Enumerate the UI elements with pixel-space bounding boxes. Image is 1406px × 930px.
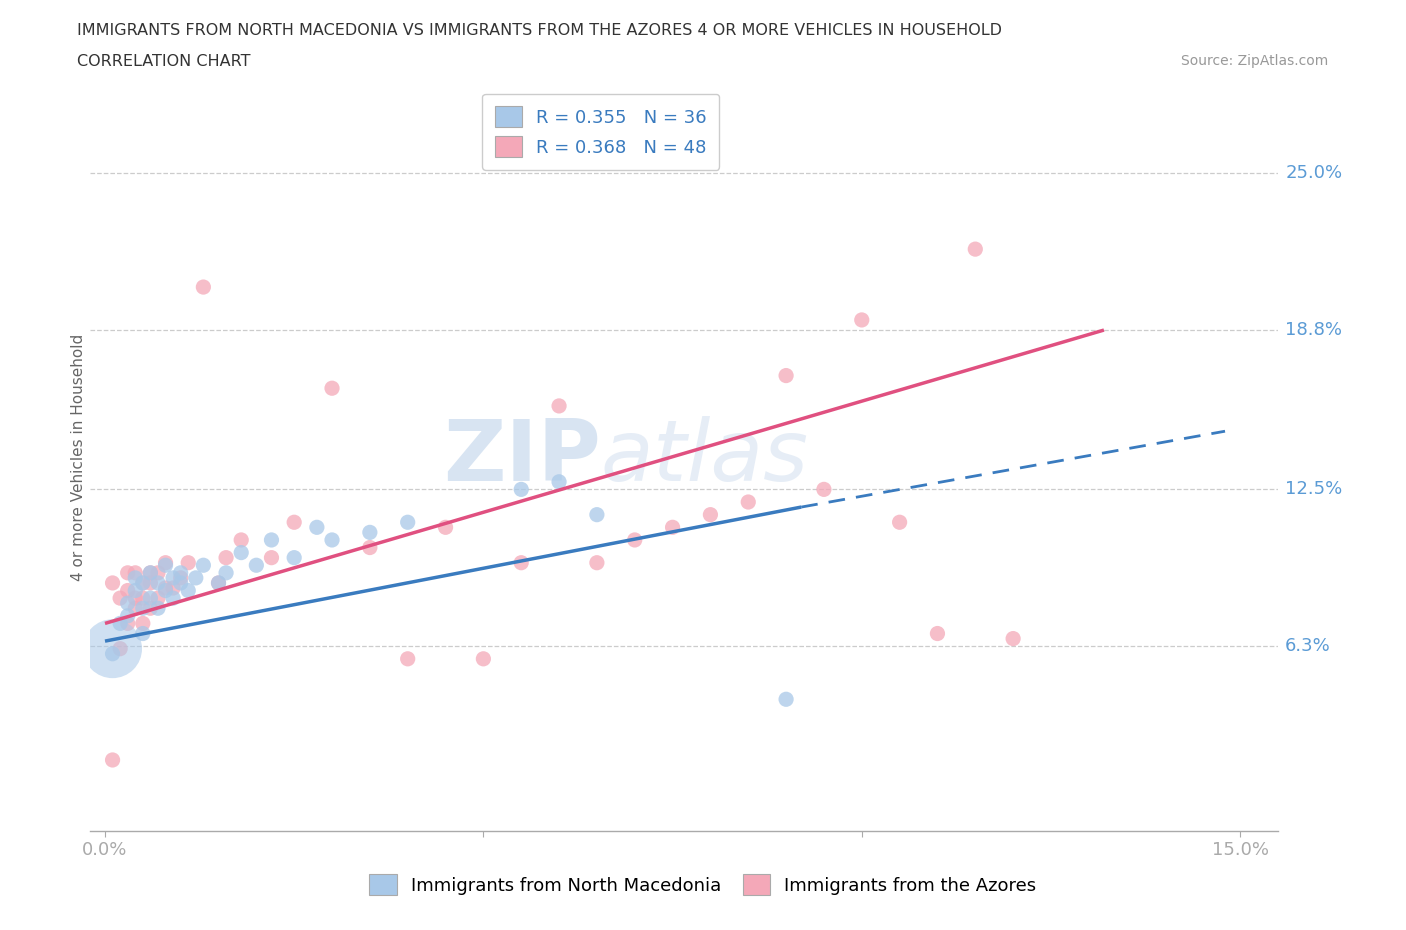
Point xyxy=(139,591,162,605)
Point xyxy=(124,570,146,585)
Point xyxy=(177,555,200,570)
Point xyxy=(169,576,191,591)
Point xyxy=(699,507,721,522)
Point xyxy=(321,533,343,548)
Point xyxy=(108,616,131,631)
Point xyxy=(586,555,609,570)
Point xyxy=(586,507,609,522)
Point xyxy=(851,312,873,327)
Point xyxy=(510,482,533,497)
Point xyxy=(321,380,343,395)
Point xyxy=(146,601,169,616)
Point xyxy=(101,752,124,767)
Point xyxy=(775,692,797,707)
Point xyxy=(132,616,155,631)
Point xyxy=(169,565,191,580)
Point xyxy=(472,651,495,666)
Point xyxy=(661,520,683,535)
Text: 25.0%: 25.0% xyxy=(1285,165,1343,182)
Point xyxy=(193,558,215,573)
Point xyxy=(124,601,146,616)
Legend: R = 0.355   N = 36, R = 0.368   N = 48: R = 0.355 N = 36, R = 0.368 N = 48 xyxy=(482,94,720,170)
Text: 12.5%: 12.5% xyxy=(1285,481,1343,498)
Point xyxy=(139,565,162,580)
Point xyxy=(124,583,146,598)
Point xyxy=(775,368,797,383)
Point xyxy=(965,242,987,257)
Point xyxy=(124,565,146,580)
Point xyxy=(146,591,169,605)
Point xyxy=(207,576,229,591)
Point xyxy=(231,533,253,548)
Point xyxy=(260,551,283,565)
Point xyxy=(132,576,155,591)
Text: 18.8%: 18.8% xyxy=(1285,321,1343,339)
Point xyxy=(359,540,381,555)
Point xyxy=(117,583,139,598)
Point xyxy=(139,576,162,591)
Point xyxy=(155,555,177,570)
Point xyxy=(1002,631,1025,646)
Point xyxy=(117,616,139,631)
Point xyxy=(101,642,124,657)
Point xyxy=(162,580,184,595)
Point xyxy=(108,591,131,605)
Point xyxy=(283,515,305,530)
Point xyxy=(155,558,177,573)
Point xyxy=(193,280,215,295)
Legend: Immigrants from North Macedonia, Immigrants from the Azores: Immigrants from North Macedonia, Immigra… xyxy=(360,865,1046,904)
Point xyxy=(155,583,177,598)
Point xyxy=(215,565,238,580)
Point xyxy=(162,591,184,605)
Point xyxy=(132,601,155,616)
Point xyxy=(146,576,169,591)
Point xyxy=(510,555,533,570)
Point xyxy=(245,558,267,573)
Point xyxy=(215,551,238,565)
Point xyxy=(623,533,645,548)
Point xyxy=(434,520,457,535)
Point xyxy=(283,551,305,565)
Point xyxy=(396,651,419,666)
Point xyxy=(813,482,835,497)
Point xyxy=(359,525,381,539)
Point xyxy=(548,398,571,413)
Point xyxy=(260,533,283,548)
Point xyxy=(139,601,162,616)
Point xyxy=(132,591,155,605)
Point xyxy=(108,642,131,657)
Point xyxy=(305,520,328,535)
Text: CORRELATION CHART: CORRELATION CHART xyxy=(77,54,250,69)
Point xyxy=(117,596,139,611)
Point xyxy=(146,565,169,580)
Point xyxy=(927,626,949,641)
Point xyxy=(177,583,200,598)
Point xyxy=(132,626,155,641)
Point xyxy=(231,545,253,560)
Point xyxy=(101,646,124,661)
Point xyxy=(396,515,419,530)
Text: atlas: atlas xyxy=(600,417,808,499)
Point xyxy=(169,570,191,585)
Text: ZIP: ZIP xyxy=(443,417,600,499)
Text: IMMIGRANTS FROM NORTH MACEDONIA VS IMMIGRANTS FROM THE AZORES 4 OR MORE VEHICLES: IMMIGRANTS FROM NORTH MACEDONIA VS IMMIG… xyxy=(77,23,1002,38)
Point xyxy=(139,565,162,580)
Point xyxy=(737,495,759,510)
Point xyxy=(124,591,146,605)
Point xyxy=(184,570,207,585)
Point xyxy=(117,565,139,580)
Text: 6.3%: 6.3% xyxy=(1285,637,1331,655)
Point xyxy=(889,515,911,530)
Point xyxy=(162,570,184,585)
Point xyxy=(548,474,571,489)
Y-axis label: 4 or more Vehicles in Household: 4 or more Vehicles in Household xyxy=(72,334,86,581)
Point xyxy=(155,580,177,595)
Text: Source: ZipAtlas.com: Source: ZipAtlas.com xyxy=(1181,54,1329,68)
Point xyxy=(117,608,139,623)
Point xyxy=(207,576,229,591)
Point xyxy=(132,576,155,591)
Point xyxy=(101,576,124,591)
